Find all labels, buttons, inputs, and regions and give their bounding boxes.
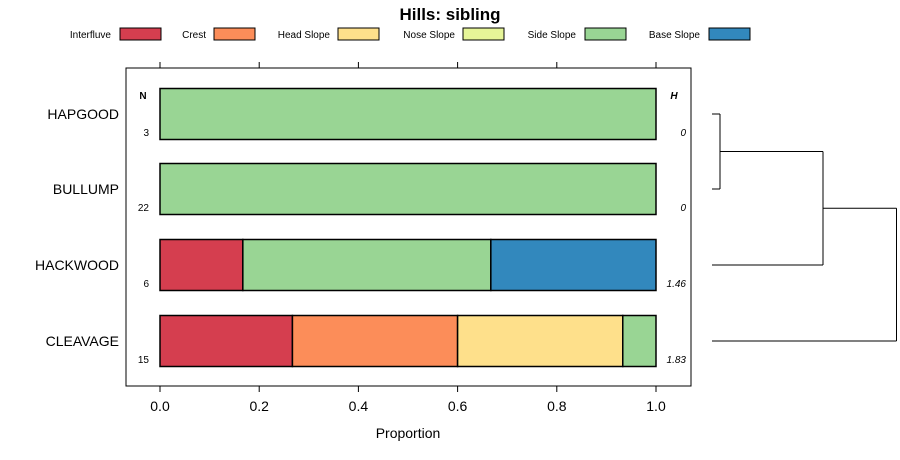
plot-frame — [125, 67, 692, 387]
bars — [159, 87, 657, 368]
bar-cleavage-interfluve — [159, 314, 294, 368]
legend-label-side-slope: Side Slope — [528, 30, 577, 41]
n-value-bullump: 22 — [138, 203, 150, 214]
n-value-hackwood: 6 — [143, 279, 149, 290]
legend-label-interfluve: Interfluve — [70, 30, 112, 41]
legend-label-crest: Crest — [182, 30, 206, 41]
x-axis: 0.0 0.2 0.4 0.6 0.8 1.0 — [150, 62, 666, 414]
h-value-cleavage: 1.83 — [667, 355, 687, 366]
legend-swatch-nose-slope — [462, 27, 505, 41]
n-value-hapgood: 3 — [143, 128, 149, 139]
legend: Interfluve Crest Head Slope Nose Slope Side … — [70, 27, 751, 41]
x-axis-label: Proportion — [376, 425, 441, 441]
legend-swatch-crest — [213, 27, 256, 41]
legend-swatch-base-slope — [708, 27, 751, 41]
h-header: H — [670, 91, 678, 102]
bar-cleavage-head-slope — [456, 314, 624, 368]
y-tick-label-hackwood: HACKWOOD — [35, 257, 119, 273]
legend-label-nose-slope: Nose Slope — [403, 30, 455, 41]
bar-hackwood-base-slope — [490, 238, 657, 292]
bar-bullump-side-slope — [159, 162, 657, 216]
h-value-hapgood: 0 — [680, 128, 686, 139]
x-tick-label-4: 0.8 — [547, 398, 567, 414]
y-tick-label-cleavage: CLEAVAGE — [46, 333, 119, 349]
h-value-hackwood: 1.46 — [667, 279, 687, 290]
legend-label-base-slope: Base Slope — [649, 30, 701, 41]
bar-hackwood-side-slope — [242, 238, 492, 292]
x-tick-label-5: 1.0 — [646, 398, 666, 414]
x-tick-label-0: 0.0 — [150, 398, 170, 414]
chart-title: Hills: sibling — [399, 5, 500, 24]
bar-hapgood-side-slope — [159, 87, 657, 141]
dendrogram — [712, 113, 897, 342]
legend-swatch-head-slope — [337, 27, 380, 41]
legend-swatch-side-slope — [584, 27, 627, 41]
legend-swatch-interfluve — [119, 27, 162, 41]
x-tick-label-2: 0.4 — [349, 398, 369, 414]
y-axis: HAPGOOD BULLUMP HACKWOOD CLEAVAGE — [35, 106, 119, 349]
bar-cleavage-side-slope — [622, 314, 657, 368]
legend-label-head-slope: Head Slope — [278, 30, 331, 41]
bar-cleavage-crest — [291, 314, 459, 368]
y-tick-label-bullump: BULLUMP — [53, 181, 119, 197]
x-tick-label-1: 0.2 — [249, 398, 269, 414]
bar-hackwood-interfluve — [159, 238, 244, 292]
n-value-cleavage: 15 — [138, 355, 150, 366]
annotations: N H 3 0 22 0 6 1.46 15 1.83 — [138, 91, 687, 366]
n-header: N — [139, 91, 146, 102]
x-tick-label-3: 0.6 — [448, 398, 468, 414]
h-value-bullump: 0 — [680, 203, 686, 214]
y-tick-label-hapgood: HAPGOOD — [47, 106, 119, 122]
